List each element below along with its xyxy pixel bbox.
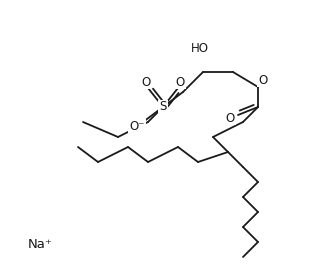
Text: O: O: [141, 76, 151, 88]
Text: O: O: [225, 111, 235, 124]
Text: S: S: [159, 100, 167, 114]
Text: O: O: [259, 73, 268, 87]
Text: HO: HO: [191, 41, 209, 55]
Text: Na⁺: Na⁺: [28, 239, 53, 251]
Text: O: O: [175, 76, 185, 88]
Text: O⁻: O⁻: [129, 120, 145, 132]
